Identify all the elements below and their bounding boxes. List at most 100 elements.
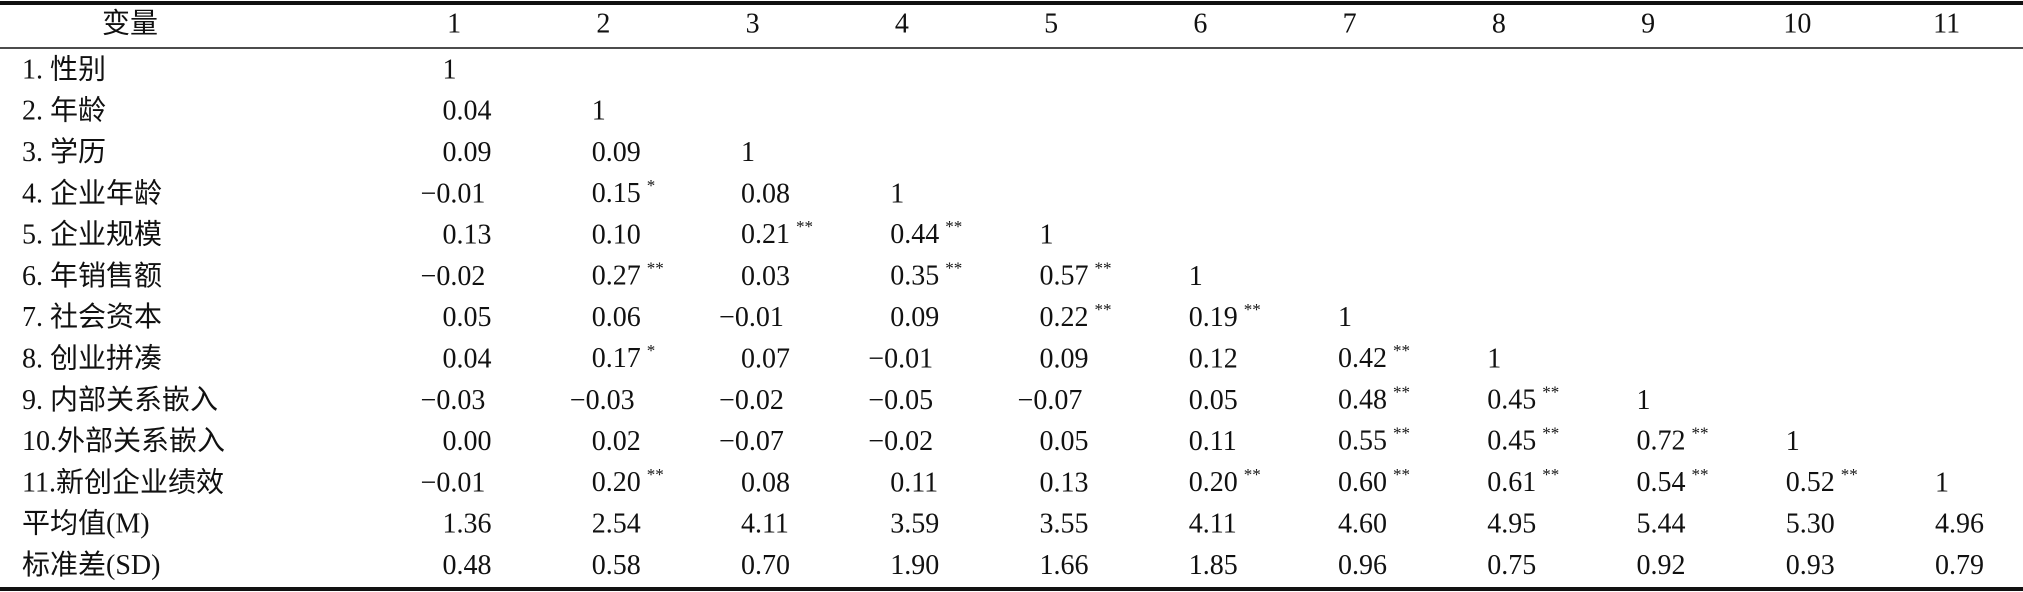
- header-cell: 7: [1343, 8, 1357, 39]
- cell: 0.04: [442, 96, 491, 127]
- cell: 0.06: [592, 302, 641, 333]
- cell: 0.09: [442, 137, 491, 168]
- cell-value: 0.61: [1487, 467, 1536, 498]
- cell: 0.20 **: [592, 465, 664, 499]
- cell: 0.00: [442, 426, 491, 457]
- cell: 0.70: [741, 550, 790, 581]
- cell: 0.09: [592, 137, 641, 168]
- significance: **: [1691, 424, 1708, 443]
- cell: 0.20 **: [1189, 465, 1261, 499]
- cell-value: 0.60: [1338, 467, 1387, 498]
- cell-value: 0.55: [1338, 426, 1387, 457]
- significance: **: [1393, 341, 1410, 360]
- cell: 0.11: [1189, 426, 1237, 457]
- cell: 0.96: [1338, 550, 1387, 581]
- header-cell: 2: [596, 8, 610, 39]
- significance: **: [647, 258, 664, 277]
- cell: 1.90: [890, 550, 939, 581]
- cell: −0.05: [868, 385, 933, 416]
- cell: 0.92: [1636, 550, 1685, 581]
- significance: **: [1244, 465, 1261, 484]
- header-cell: 9: [1641, 8, 1655, 39]
- cell-value: 0.52: [1786, 467, 1835, 498]
- cell: 0.52 **: [1786, 465, 1858, 499]
- cell: 4.95: [1487, 509, 1536, 540]
- cell: 0.57 **: [1039, 258, 1111, 292]
- cell: 0.55 **: [1338, 424, 1410, 458]
- cell: 1: [1189, 261, 1203, 292]
- cell-value: 0.42: [1338, 344, 1387, 375]
- cell: 0.45 **: [1487, 382, 1559, 416]
- cell: −0.01: [868, 344, 933, 375]
- row-label: 4. 企业年龄: [22, 177, 162, 209]
- cell: 0.93: [1786, 550, 1835, 581]
- cell: −0.07: [719, 426, 784, 457]
- cell: 0.75: [1487, 550, 1536, 581]
- significance: **: [945, 217, 962, 236]
- cell: 1: [442, 54, 456, 85]
- cell: 0.19 **: [1189, 300, 1261, 334]
- cell: 0.60 **: [1338, 465, 1410, 499]
- cell-value: 0.45: [1487, 426, 1536, 457]
- cell: 1: [1636, 385, 1650, 416]
- significance: **: [1393, 465, 1410, 484]
- cell: 0.12: [1189, 344, 1238, 375]
- row-label: 11.新创企业绩效: [22, 466, 224, 498]
- row-label: 3. 学历: [22, 136, 106, 168]
- significance: **: [796, 217, 813, 236]
- significance: **: [1691, 465, 1708, 484]
- row-label: 1. 性别: [22, 53, 106, 85]
- cell-value: 0.72: [1636, 426, 1685, 457]
- cell-value: 0.54: [1636, 467, 1685, 498]
- significance: **: [1841, 465, 1858, 484]
- cell: 0.58: [592, 550, 641, 581]
- row-label: 9. 内部关系嵌入: [22, 384, 218, 416]
- cell: −0.03: [421, 385, 486, 416]
- cell: 0.13: [1039, 467, 1088, 498]
- cell-value: 0.17: [592, 344, 641, 375]
- row-label: 7. 社会资本: [22, 301, 162, 333]
- cell: 0.04: [442, 344, 491, 375]
- cell: 0.15 *: [592, 176, 656, 210]
- cell: 0.48 **: [1338, 382, 1410, 416]
- significance: **: [1542, 465, 1559, 484]
- cell: 0.61 **: [1487, 465, 1559, 499]
- header-cell: 5: [1044, 8, 1058, 39]
- cell: 0.05: [442, 302, 491, 333]
- significance: **: [1094, 258, 1111, 277]
- significance: *: [647, 176, 656, 195]
- cell: 0.42 **: [1338, 341, 1410, 375]
- header-cell: 6: [1193, 8, 1207, 39]
- cell: −0.02: [719, 385, 784, 416]
- cell: 4.60: [1338, 509, 1387, 540]
- cell: 4.11: [741, 509, 789, 540]
- significance: **: [1244, 300, 1261, 319]
- cell: −0.02: [421, 261, 486, 292]
- cell: −0.03: [570, 385, 635, 416]
- cell: 1.36: [442, 509, 491, 540]
- cell: 0.03: [741, 261, 790, 292]
- cell: 1: [592, 96, 606, 127]
- cell: 5.44: [1636, 509, 1685, 540]
- cell: 1: [1935, 467, 1949, 498]
- significance: **: [1094, 300, 1111, 319]
- cell: 3.55: [1039, 509, 1088, 540]
- cell: −0.01: [719, 302, 784, 333]
- significance: *: [647, 341, 656, 360]
- cell-value: 0.15: [592, 178, 641, 209]
- row-label: 8. 创业拼凑: [22, 343, 162, 375]
- cell: 0.08: [741, 178, 790, 209]
- header-cell: 3: [746, 8, 760, 39]
- cell: 0.45 **: [1487, 424, 1559, 458]
- row-label: 标准差(SD): [22, 549, 160, 581]
- cell: 0.54 **: [1636, 465, 1708, 499]
- cell: 4.11: [1189, 509, 1237, 540]
- cell: 1.66: [1039, 550, 1088, 581]
- header-cell: 10: [1783, 8, 1811, 39]
- cell: 1: [1338, 302, 1352, 333]
- cell-value: 0.20: [1189, 467, 1238, 498]
- cell: 0.21 **: [741, 217, 813, 251]
- cell-value: 0.22: [1039, 302, 1088, 333]
- row-label: 2. 年龄: [22, 95, 106, 127]
